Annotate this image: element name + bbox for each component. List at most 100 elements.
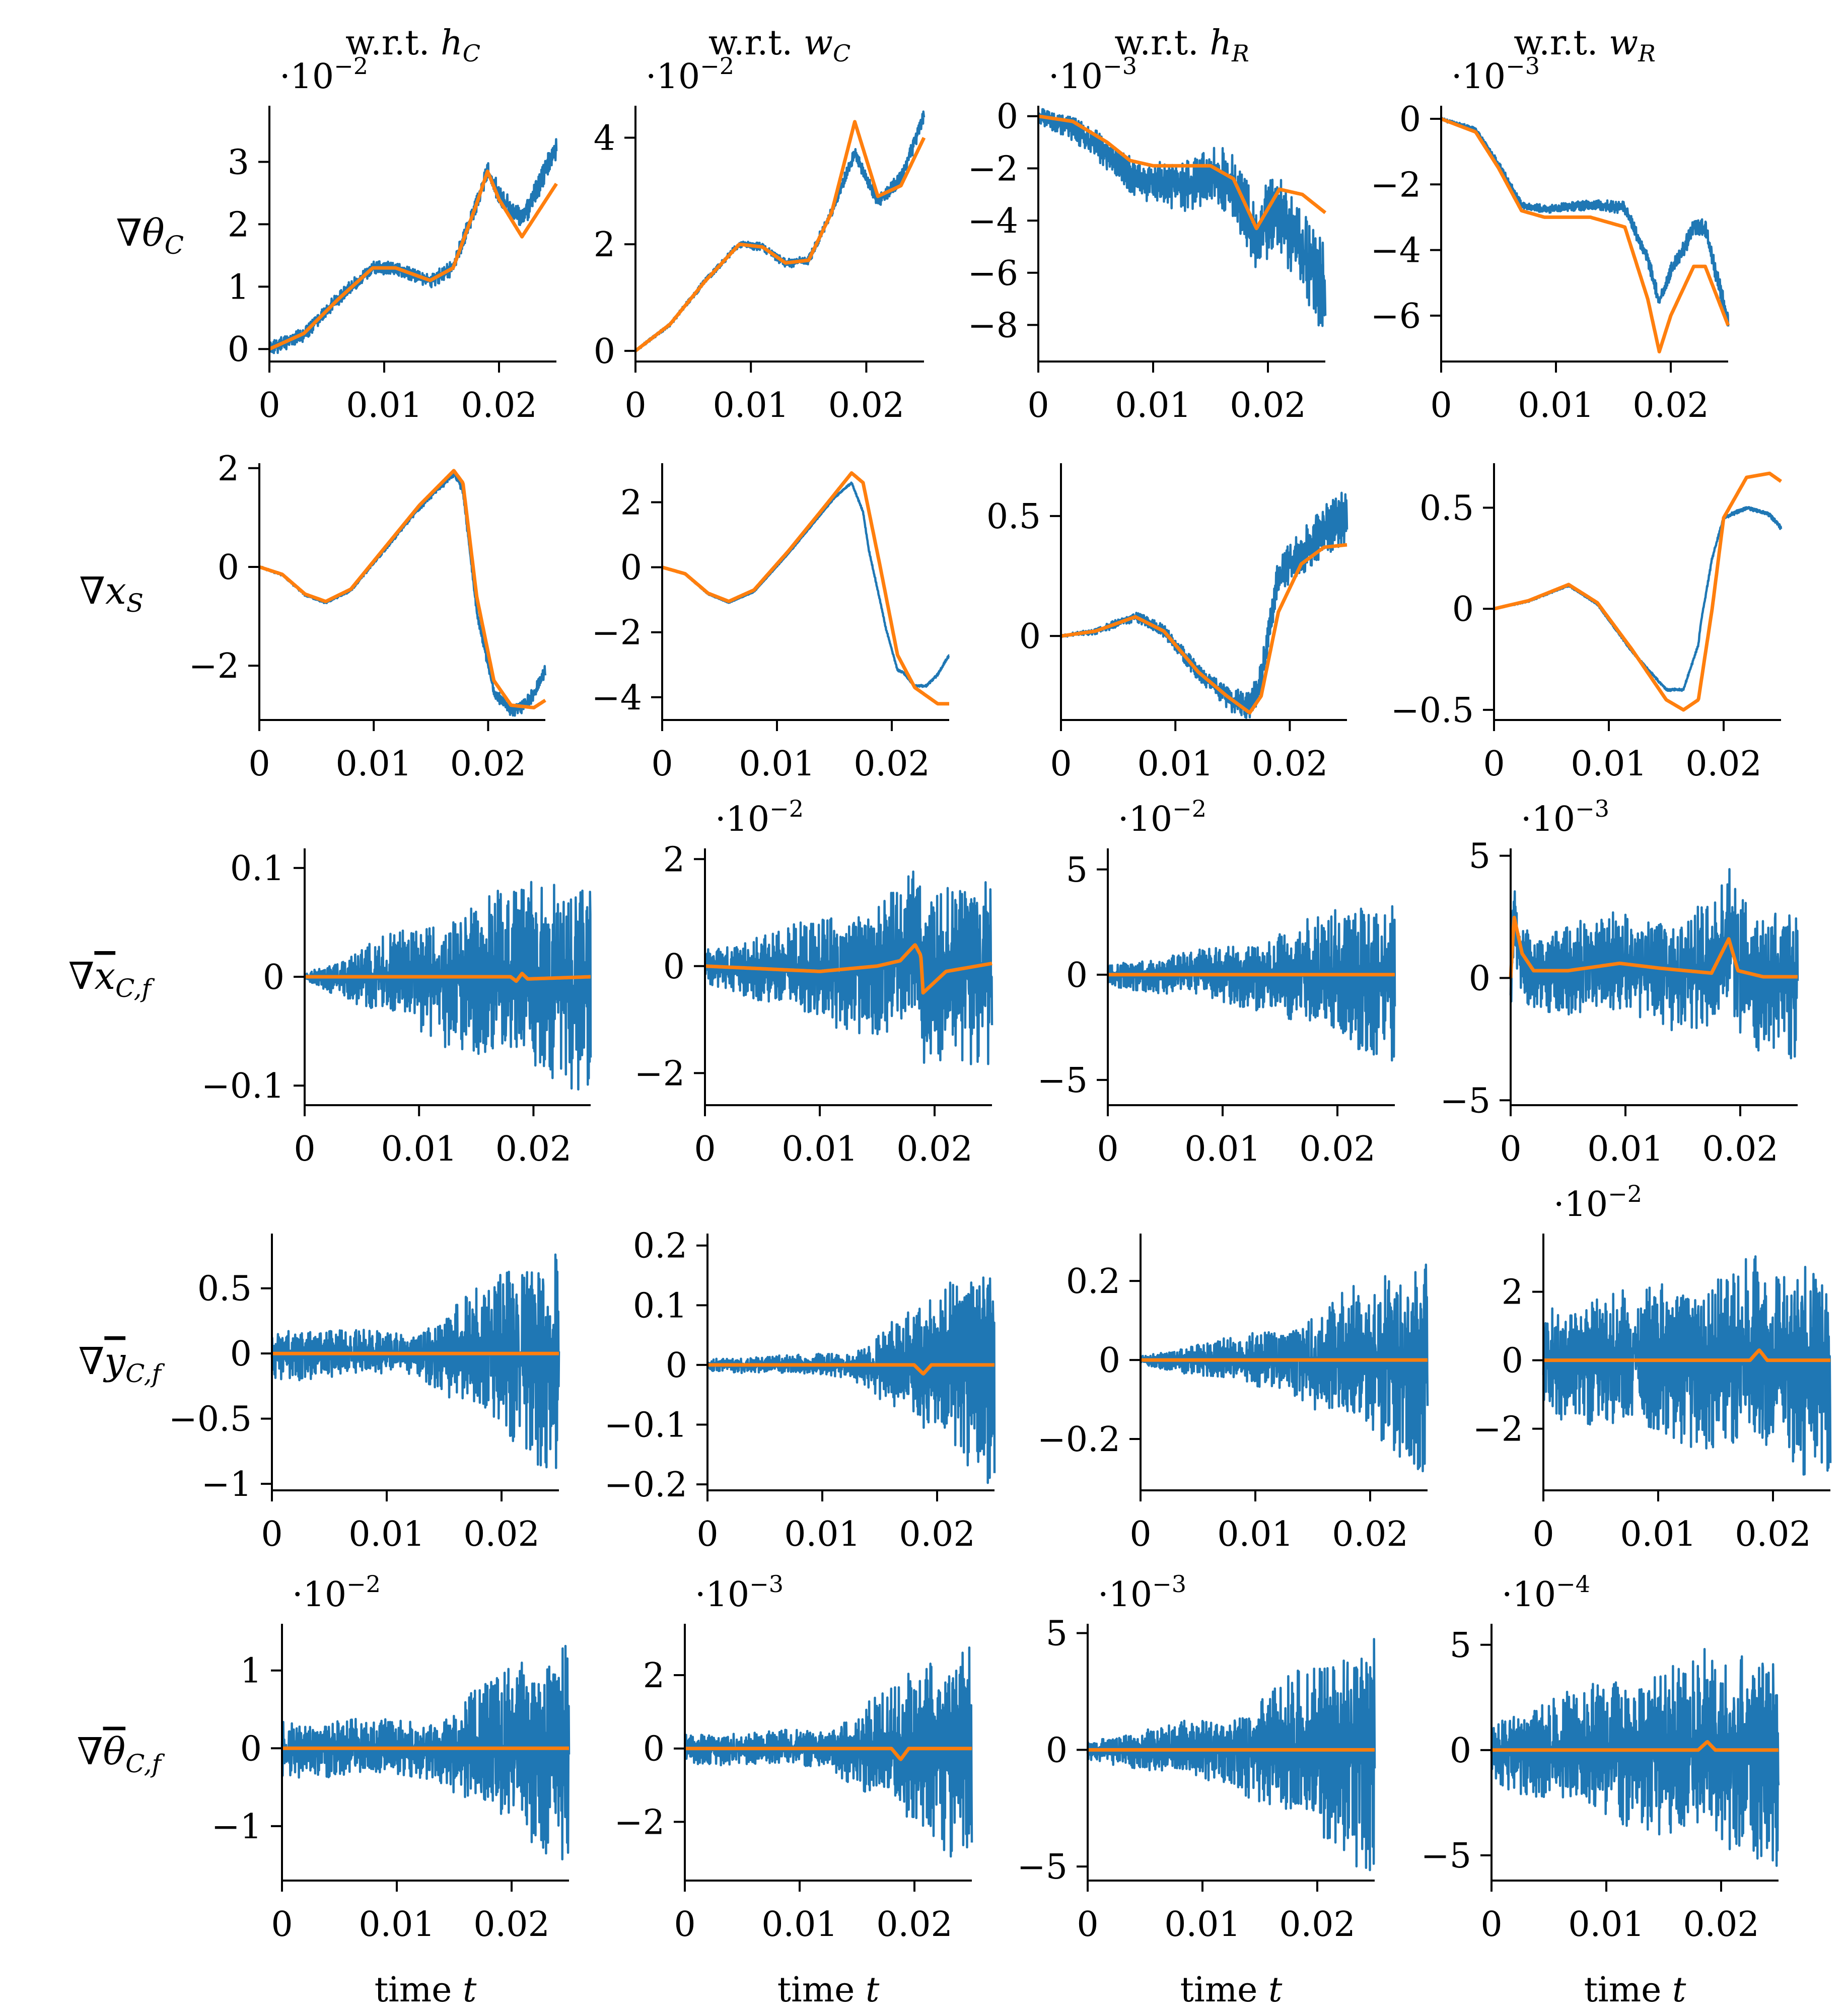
x-tick-label: 0.01 <box>1164 1905 1240 1945</box>
x-tick-label: 0.02 <box>495 1129 572 1169</box>
y-tick-label: −8 <box>968 306 1018 345</box>
x-tick-label: 0.01 <box>761 1905 837 1945</box>
exponent-label: ·10−3 <box>1451 52 1540 97</box>
y-tick-label: −0.5 <box>169 1400 252 1439</box>
x-tick-label: 0 <box>674 1905 695 1945</box>
exponent-label: ·10−3 <box>1521 795 1609 839</box>
x-tick-label: 0.02 <box>461 386 537 425</box>
y-tick-label: −6 <box>968 254 1018 294</box>
y-tick-label: 0.5 <box>197 1269 252 1309</box>
y-tick-label: −5 <box>1440 1081 1490 1121</box>
x-tick-label: 0 <box>1129 1515 1151 1554</box>
x-tick-label: 0 <box>248 744 270 784</box>
smooth-series-line <box>1542 1348 1832 1362</box>
smooth-series-line <box>703 943 993 995</box>
y-tick-label: −2 <box>1371 165 1421 205</box>
x-tick-label: 0.01 <box>1571 744 1647 784</box>
y-tick-label: −2 <box>968 149 1018 189</box>
y-tick-label: −5 <box>1037 1061 1088 1101</box>
noisy-series-line <box>1139 1263 1429 1473</box>
y-tick-label: 0.5 <box>1419 488 1474 528</box>
y-tick-label: 1 <box>240 1651 262 1691</box>
y-tick-label: 5 <box>1066 850 1088 890</box>
x-tick-label: 0.01 <box>1568 1905 1644 1945</box>
panel-r4-c1: 0 0.01 0.02 0.5 0 −0.5 −1 <box>169 1234 560 1554</box>
y-tick-label: −0.2 <box>604 1465 687 1505</box>
noisy-series-line <box>1490 1647 1780 1867</box>
x-tick-label: 0.02 <box>1230 386 1306 425</box>
x-tick-label: 0.02 <box>1735 1515 1811 1554</box>
exponent-label: ·10−2 <box>292 1570 381 1615</box>
y-tick-label: −6 <box>1371 297 1421 336</box>
y-tick-label: 0 <box>643 1730 665 1769</box>
y-tick-label: −0.1 <box>604 1406 687 1446</box>
x-tick-label: 0.02 <box>854 744 930 784</box>
y-tick-label: 5 <box>1450 1626 1471 1666</box>
x-tick-label: 0.01 <box>1620 1515 1696 1554</box>
x-tick-label: 0.01 <box>1217 1515 1293 1554</box>
x-tick-label: 0 <box>261 1515 282 1554</box>
y-tick-label: 0.2 <box>633 1227 687 1266</box>
y-tick-label: 0 <box>240 1729 262 1769</box>
y-tick-label: 0 <box>1450 1731 1471 1771</box>
row-label-4: ∇yC,f <box>79 1340 165 1388</box>
x-axis-label-4: time t <box>1584 1970 1686 2010</box>
panel-r5-c1: 0 0.01 0.02 1 0 −1 ·10−2 <box>211 1570 571 1945</box>
smooth-series-line <box>1509 915 1799 979</box>
x-tick-label: 0.01 <box>359 1905 435 1945</box>
noisy-series-line <box>303 881 592 1091</box>
x-tick-label: 0.01 <box>1184 1129 1260 1169</box>
x-tick-label: 0 <box>1077 1905 1098 1945</box>
panel-r1-c1: 0 0.01 0.02 0 1 2 3 ·10−2 <box>228 52 558 425</box>
y-tick-label: 0 <box>663 947 685 987</box>
x-tick-label: 0 <box>271 1905 293 1945</box>
x-tick-label: 0.01 <box>346 386 422 425</box>
exponent-label: ·10−2 <box>279 52 368 97</box>
panel-r4-c3: 0 0.01 0.02 0.2 0 −0.2 <box>1037 1234 1429 1554</box>
x-tick-label: 0.02 <box>1279 1905 1355 1945</box>
exponent-label: ·10−2 <box>1118 795 1206 839</box>
noisy-series-line <box>1060 491 1348 719</box>
column-header-1: w.r.t. hC <box>345 23 480 67</box>
x-tick-label: 0 <box>1430 386 1452 425</box>
y-tick-label: −2 <box>592 613 642 653</box>
x-tick-label: 0.02 <box>450 744 526 784</box>
x-tick-label: 0 <box>624 386 646 425</box>
x-tick-label: 0 <box>1097 1129 1118 1169</box>
y-tick-label: 2 <box>228 205 249 245</box>
y-tick-label: 2 <box>594 225 615 265</box>
noisy-series-line <box>703 870 993 1065</box>
x-tick-label: 0.01 <box>1115 386 1191 425</box>
y-tick-label: 4 <box>594 119 615 159</box>
y-tick-label: 0 <box>1066 956 1088 995</box>
noisy-series-line <box>1037 108 1327 327</box>
smooth-series-line <box>1059 543 1348 715</box>
column-header-3: w.r.t. hR <box>1114 23 1249 67</box>
row-label-1: ∇θC <box>116 211 184 260</box>
x-tick-label: 0.02 <box>828 386 904 425</box>
x-tick-label: 0.02 <box>473 1905 549 1945</box>
x-tick-label: 0.02 <box>876 1905 952 1945</box>
x-tick-label: 0.01 <box>348 1515 424 1554</box>
x-tick-label: 0 <box>1050 744 1072 784</box>
y-tick-label: −5 <box>1421 1836 1471 1876</box>
x-tick-label: 0.02 <box>1632 386 1709 425</box>
y-tick-label: −5 <box>1017 1847 1068 1887</box>
panel-r2-c4: 0 0.01 0.020.50−0.5 <box>1391 463 1783 784</box>
smooth-series-line <box>1440 117 1730 353</box>
y-tick-label: −0.5 <box>1391 691 1474 731</box>
y-tick-label: 0.1 <box>633 1286 687 1326</box>
panel-r1-c4: 0 0.01 0.02 0 −2 −4 −6 ·10−3 <box>1371 52 1730 425</box>
column-headers: w.r.t. hC w.r.t. wC w.r.t. hR w.r.t. wR <box>345 23 1656 67</box>
y-tick-label: 1 <box>228 267 249 307</box>
row-label-2: ∇xS <box>79 569 144 618</box>
x-tick-label: 0.01 <box>782 1129 858 1169</box>
x-tick-label: 0.01 <box>713 386 789 425</box>
y-tick-label: 0 <box>228 330 249 370</box>
y-tick-label: −4 <box>1371 231 1421 271</box>
y-tick-label: 0 <box>1469 959 1490 998</box>
